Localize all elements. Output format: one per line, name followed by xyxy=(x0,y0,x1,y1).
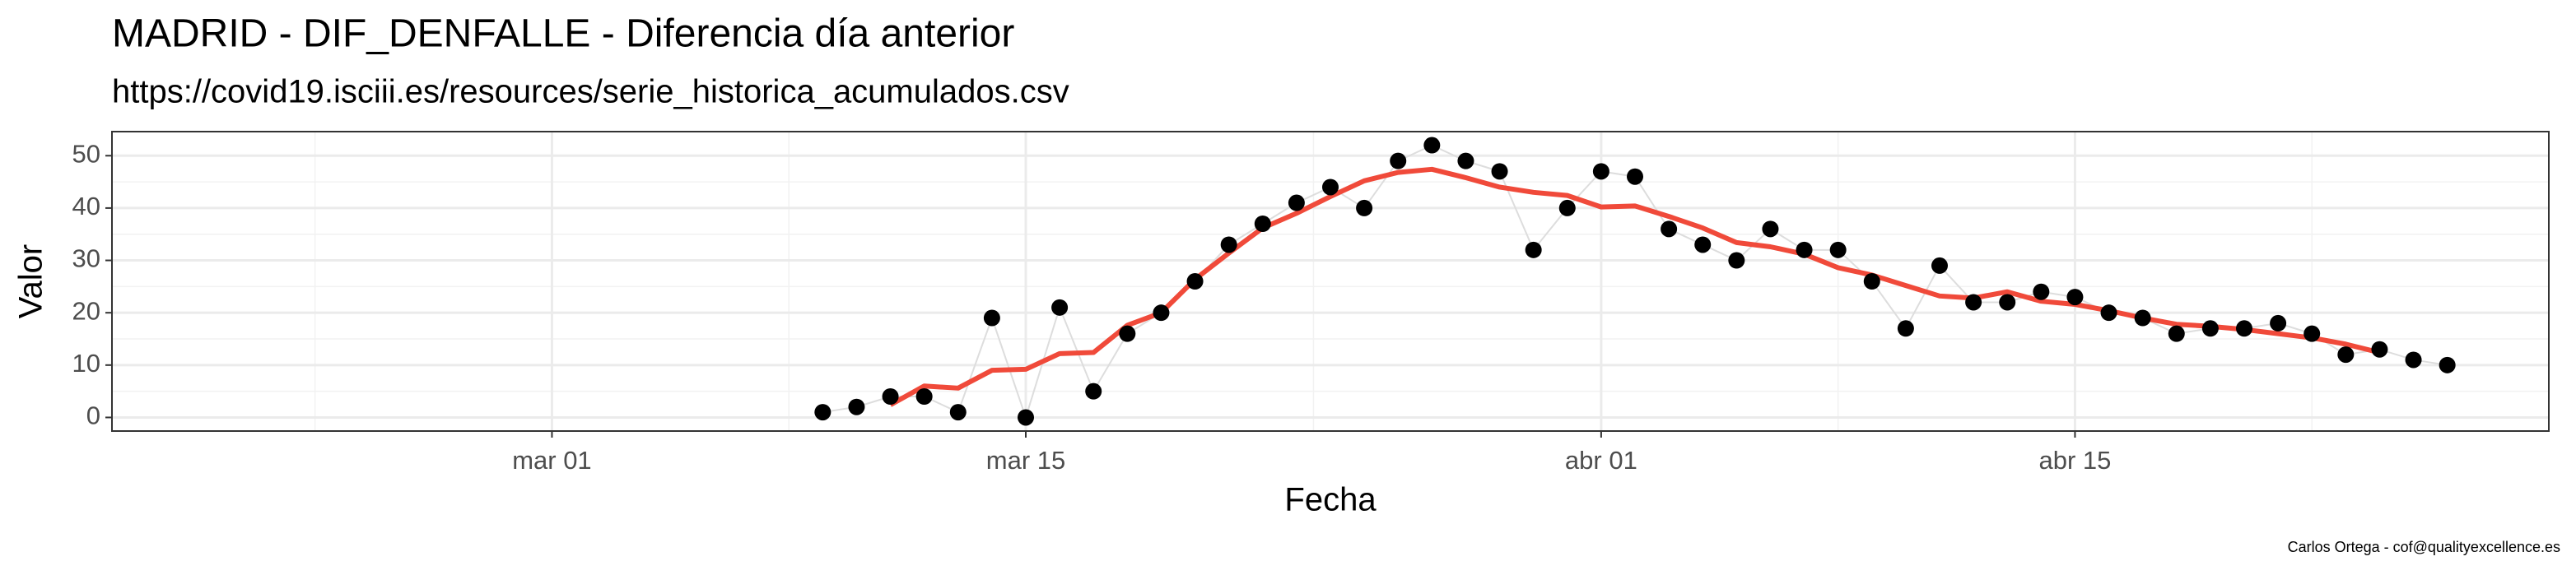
data-point xyxy=(1220,236,1237,253)
data-point xyxy=(983,309,1000,327)
data-point xyxy=(1627,168,1643,185)
data-point xyxy=(2270,314,2287,332)
data-point xyxy=(2439,356,2456,373)
panel xyxy=(112,132,2549,431)
data-point xyxy=(1390,152,1407,169)
data-point xyxy=(882,388,899,405)
smooth-line xyxy=(889,166,2381,407)
data-point xyxy=(1288,194,1305,211)
data-point xyxy=(1423,137,1441,154)
data-point xyxy=(2134,309,2151,327)
y-tick-label: 40 xyxy=(72,192,100,220)
x-tick-label: abr 15 xyxy=(2038,446,2111,475)
data-point xyxy=(2236,320,2252,337)
data-point xyxy=(1728,252,1745,269)
chart-subtitle: https://covid19.isciii.es/resources/seri… xyxy=(112,74,1069,110)
data-point xyxy=(1457,152,1474,169)
data-point xyxy=(1661,220,1678,238)
data-point xyxy=(2033,283,2050,300)
y-tick-label: 30 xyxy=(72,244,100,273)
x-tick-label: abr 01 xyxy=(1565,446,1637,475)
caption: Carlos Ortega - cof@qualityexcellence.es xyxy=(2288,539,2560,555)
data-point xyxy=(1525,241,1542,258)
chart-title: MADRID - DIF_DENFALLE - Diferencia día a… xyxy=(112,12,1014,56)
data-point xyxy=(1762,220,1779,238)
y-tick-label: 20 xyxy=(72,296,100,325)
y-tick-label: 0 xyxy=(86,401,100,430)
data-point xyxy=(1965,294,1982,311)
data-point xyxy=(1018,409,1034,426)
data-point xyxy=(1829,241,1847,258)
data-point xyxy=(1356,199,1373,216)
data-point xyxy=(1322,179,1339,196)
data-point xyxy=(1119,325,1136,342)
y-tick-label: 10 xyxy=(72,349,100,378)
x-tick-label: mar 15 xyxy=(986,446,1065,475)
data-point xyxy=(848,398,865,415)
data-point xyxy=(814,404,831,421)
data-point xyxy=(1897,320,1914,337)
data-point xyxy=(2066,289,2084,306)
data-point xyxy=(949,404,967,421)
panel-border xyxy=(111,131,2550,432)
y-tick-label: 50 xyxy=(72,139,100,168)
data-point xyxy=(2371,341,2388,358)
data-point xyxy=(1085,383,1102,400)
x-axis-title: Fecha xyxy=(1284,482,1377,518)
data-point xyxy=(1186,273,1204,290)
data-point xyxy=(2337,346,2355,364)
data-point xyxy=(1153,304,1170,322)
data-point xyxy=(1796,241,1813,258)
data-point xyxy=(2201,320,2219,337)
x-tick-label: mar 01 xyxy=(512,446,591,475)
data-point xyxy=(1931,257,1948,274)
data-point xyxy=(1694,236,1712,253)
data-point xyxy=(1558,199,1576,216)
data-point xyxy=(2168,325,2185,342)
data-point xyxy=(1863,273,1880,290)
data-point xyxy=(1051,299,1069,316)
data-point xyxy=(2303,325,2321,342)
y-axis-title: Valor xyxy=(13,244,49,318)
data-point xyxy=(915,388,933,405)
data-point xyxy=(2405,351,2422,369)
data-point xyxy=(1999,294,2016,311)
data-point xyxy=(1254,216,1271,232)
data-point xyxy=(2100,304,2117,322)
data-point xyxy=(1592,163,1609,180)
data-point xyxy=(1491,163,1508,180)
